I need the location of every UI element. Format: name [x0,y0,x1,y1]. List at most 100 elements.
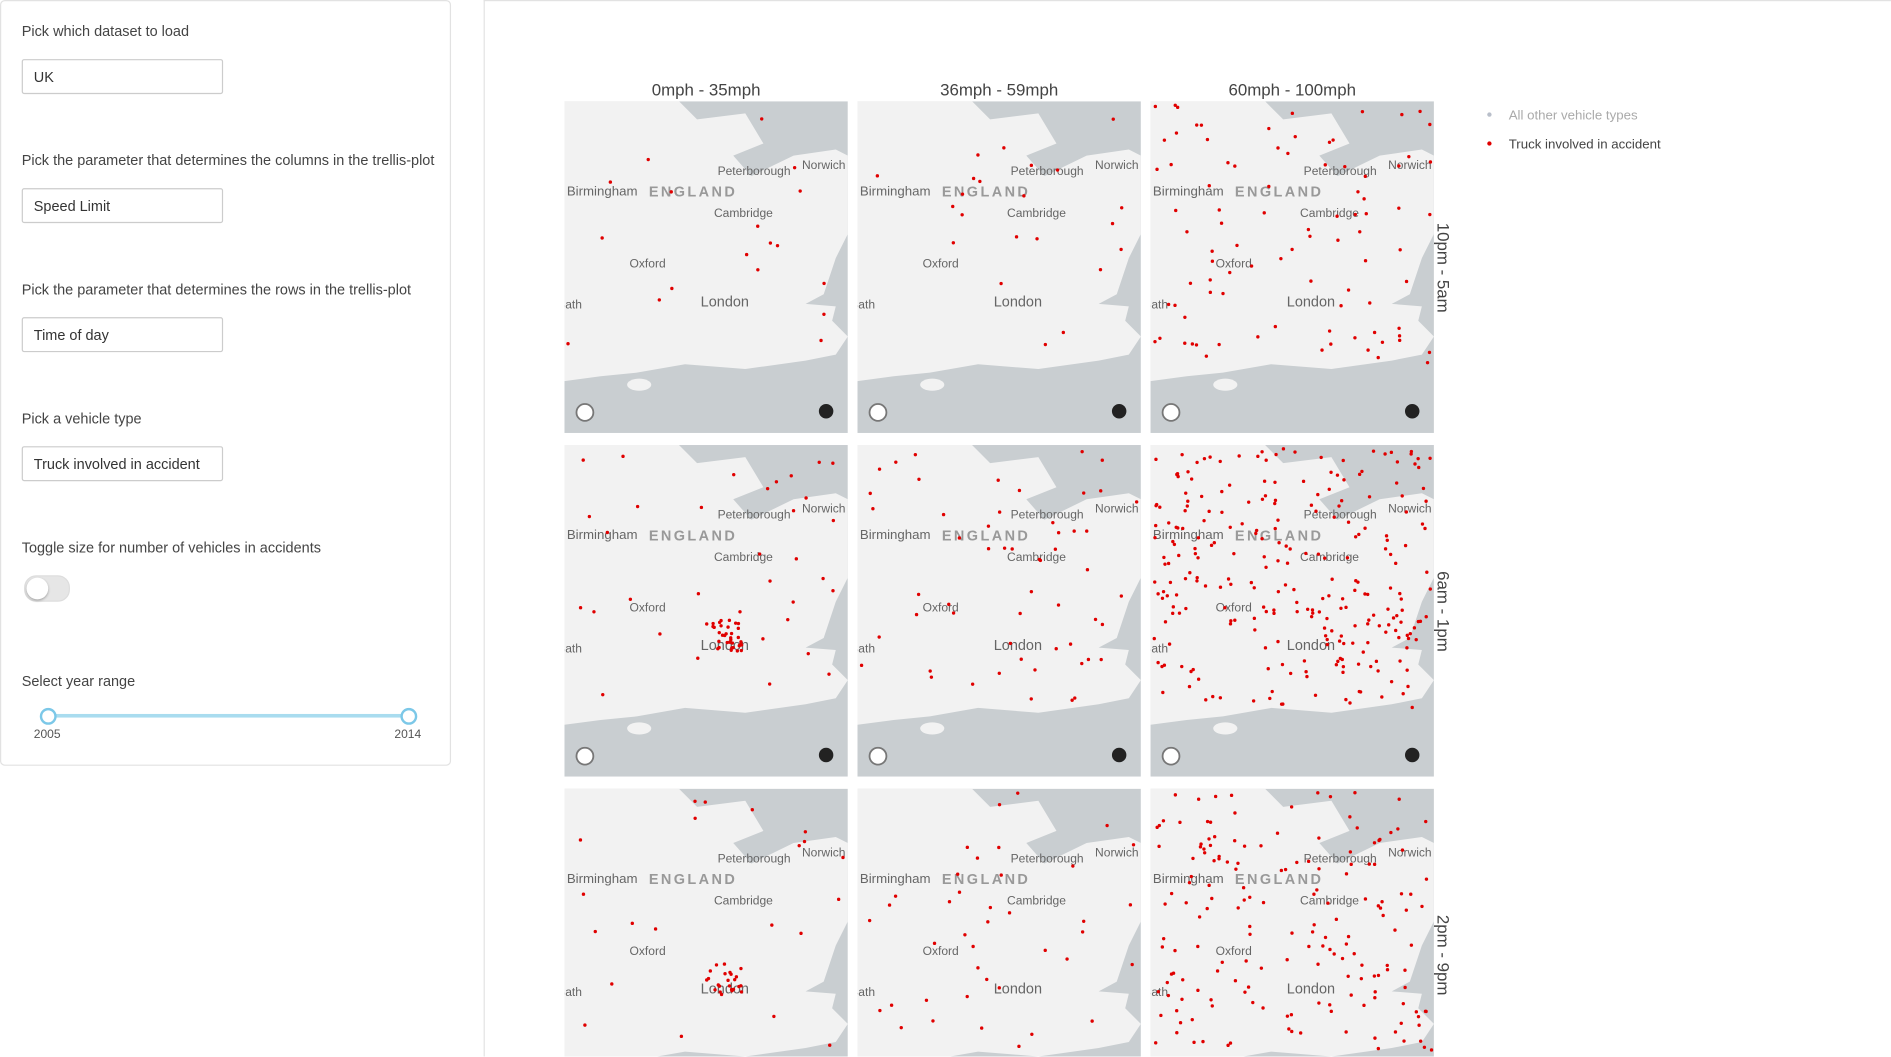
map-point [1387,623,1391,627]
map-point [1337,639,1342,643]
dropdown[interactable]: Time of day [21,317,224,353]
map-point [1320,348,1324,352]
dropdown[interactable]: Speed Limit [21,188,224,224]
map-point [1229,582,1233,586]
map-point [1154,457,1158,462]
map-point [1236,861,1240,865]
toggle[interactable] [24,575,70,602]
map-point [737,644,741,648]
map-point [1204,354,1209,358]
map-point [1053,547,1058,551]
map-place-label: London [994,294,1042,310]
map-point [1357,472,1362,477]
map-place-label: London [1287,982,1335,998]
map-point [1248,924,1252,929]
map-point [726,978,730,983]
slider-handle[interactable] [39,707,57,725]
map-point [1236,906,1240,910]
map-point [1339,304,1343,308]
map-point [1199,123,1204,127]
map-point [1080,661,1084,666]
map-place-label: London [701,982,749,998]
map-point [1360,963,1364,967]
map-point [1417,465,1421,470]
map-point [1420,522,1425,526]
map-point [1293,134,1297,139]
map-point [1181,978,1185,982]
map-point [1366,348,1370,352]
map-point [1173,793,1178,797]
map-point [794,557,799,561]
map-point [806,651,810,656]
map-point [1082,491,1086,495]
map-point [1397,338,1402,343]
map-place-label: London [701,294,749,310]
map-point [1400,848,1405,852]
map-point [1424,615,1428,619]
map-point [1187,684,1192,689]
map-point [1353,791,1357,795]
map-point [1173,948,1177,953]
map-point [1276,146,1280,150]
legend-marker [1487,112,1492,117]
map-place-label: Norwich [802,502,846,516]
map-point [1363,259,1368,263]
map-point [1233,839,1237,843]
map-point [1162,138,1167,142]
map-point [868,491,872,496]
map-point [971,176,976,181]
map-place-label: Peterborough [718,164,791,178]
map-point [1424,819,1428,824]
map-point [1262,211,1266,215]
map-point [1295,609,1299,614]
map-point [1131,843,1136,847]
dropdown[interactable]: UK [21,59,224,95]
label: Toggle size for number of vehicles in ac… [21,539,321,556]
map-point [1384,630,1388,634]
map-point [877,467,882,471]
map-point [1397,334,1402,338]
map-point [730,989,734,993]
map-point [1368,301,1372,305]
map-point [1418,1039,1423,1043]
map-point [1167,521,1171,525]
map-point [1330,577,1334,581]
map-point [1400,112,1404,117]
map-point [1305,674,1309,679]
map-point [1207,883,1211,888]
map-point [1225,860,1230,864]
map-point [711,621,715,626]
map-island [627,378,652,391]
map-point [831,461,835,465]
map-point [978,179,982,184]
map-point [1394,561,1398,566]
map-point [1403,968,1407,972]
slider-handle[interactable] [400,707,418,725]
map-place-label: Peterborough [718,508,791,522]
map-point [1043,948,1047,953]
map-place-label: London [994,982,1042,998]
map-point [1169,972,1174,976]
map-point [1358,230,1362,234]
map-point [1403,985,1407,990]
map-point [729,972,733,976]
map-point [1099,489,1103,493]
map-point [1002,546,1007,550]
map-point [822,281,826,286]
map-point [757,552,762,556]
map-point [1055,168,1060,172]
map-place-label: Norwich [802,845,846,859]
map-place-label: Oxford [630,600,666,614]
map-point [875,174,880,178]
map-point [1195,460,1199,465]
row-header: 10pm - 5am [1434,223,1453,313]
dropdown[interactable]: Truck involved in accident [21,446,224,482]
map-point [1169,162,1173,167]
map-point [1398,248,1402,252]
map-point [736,626,741,631]
map-point [1344,1030,1348,1034]
map-point [1260,497,1265,501]
map-point [971,944,975,949]
map-point [1389,679,1394,684]
map-point [997,671,1001,675]
